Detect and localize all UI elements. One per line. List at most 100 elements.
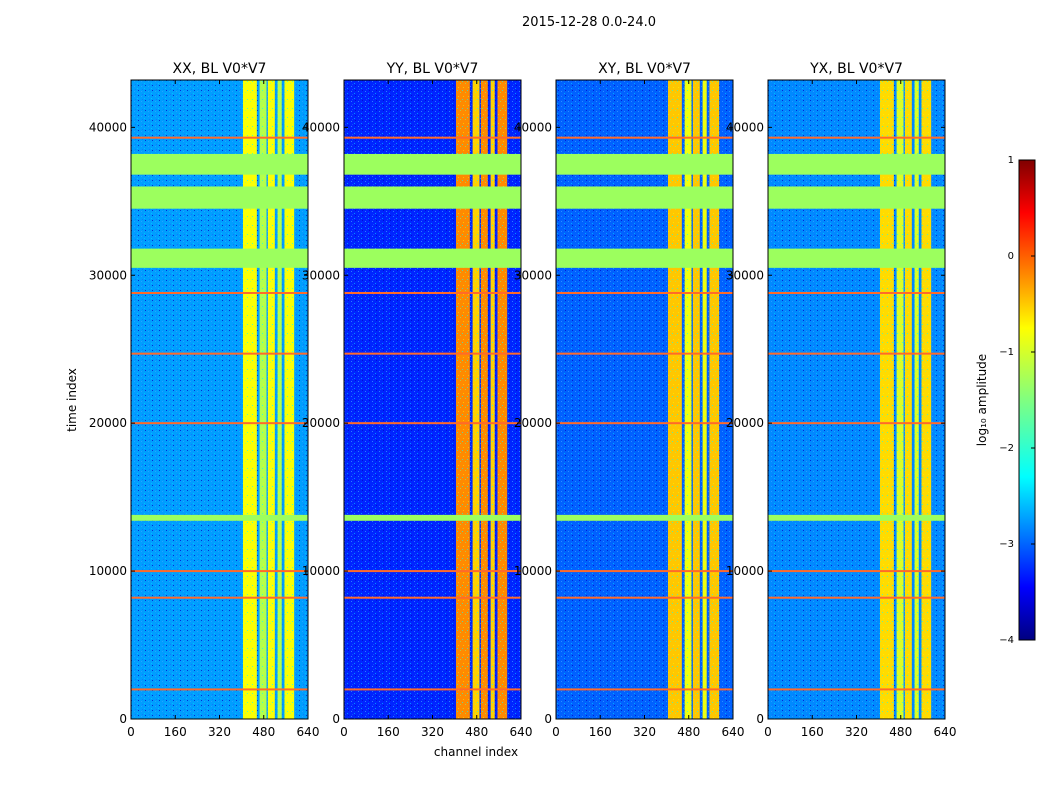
heatmap-panels: XX, BL V0*V7 0 160 320 480 640 0 10000 20000 3000… — [89, 61, 957, 739]
rfi-time-line — [556, 292, 733, 294]
y-tick-label: 30000 — [89, 268, 127, 282]
rfi-time-line — [768, 352, 945, 355]
rfi-time-line — [344, 136, 521, 139]
heatmap-image — [131, 80, 308, 719]
rfi-time-line — [344, 292, 521, 294]
x-tick-label: 0 — [340, 725, 348, 739]
rfi-time-line — [768, 596, 945, 599]
y-tick-label: 0 — [544, 712, 552, 726]
rfi-time-line — [556, 422, 733, 425]
y-tick-label: 10000 — [89, 564, 127, 578]
channel-band-texture — [904, 80, 912, 719]
rfi-time-line — [556, 688, 733, 691]
colorbar-tick-label: −2 — [999, 443, 1014, 454]
channel-band-texture — [277, 80, 282, 719]
flagged-time-range — [131, 514, 308, 521]
x-tick-label: 160 — [164, 725, 187, 739]
flagged-time-range — [768, 153, 945, 175]
channel-band-texture — [497, 80, 508, 719]
x-tick-label: 480 — [889, 725, 912, 739]
panel-title: XX, BL V0*V7 — [173, 61, 267, 77]
rfi-time-line — [131, 596, 308, 599]
x-tick-label: 640 — [722, 725, 745, 739]
panel-title: YY, BL V0*V7 — [386, 61, 479, 77]
rfi-time-line — [131, 688, 308, 691]
channel-band-texture — [456, 80, 470, 719]
rfi-time-line — [131, 292, 308, 294]
rfi-time-line — [556, 596, 733, 599]
y-tick-label: 30000 — [514, 268, 552, 282]
channel-band-texture — [684, 80, 692, 719]
x-tick-label: 320 — [845, 725, 868, 739]
flagged-time-range — [556, 248, 733, 268]
rfi-time-line — [556, 136, 733, 139]
y-tick-label: 0 — [332, 712, 340, 726]
flagged-time-range — [131, 186, 308, 209]
y-tick-label: 20000 — [302, 416, 340, 430]
y-tick-label: 0 — [119, 712, 127, 726]
flagged-time-range — [344, 514, 521, 521]
colorbar-tick-label: 1 — [1008, 155, 1014, 166]
rfi-time-line — [131, 570, 308, 573]
rfi-time-line — [344, 570, 521, 573]
flagged-time-range — [556, 186, 733, 209]
x-tick-label: 640 — [510, 725, 533, 739]
flagged-time-range — [768, 186, 945, 209]
heatmap-image — [344, 80, 521, 719]
channel-band-texture — [702, 80, 707, 719]
y-tick-label: 10000 — [302, 564, 340, 578]
x-tick-label: 0 — [552, 725, 560, 739]
channel-band-texture — [480, 80, 488, 719]
channel-band-texture — [692, 80, 700, 719]
x-tick-label: 480 — [252, 725, 275, 739]
colorbar-tick-label: 0 — [1008, 251, 1014, 262]
rfi-time-line — [556, 570, 733, 573]
x-tick-label: 320 — [208, 725, 231, 739]
flagged-time-range — [344, 186, 521, 209]
y-tick-label: 20000 — [514, 416, 552, 430]
x-tick-label: 640 — [934, 725, 957, 739]
channel-band-texture — [243, 80, 257, 719]
colorbar-label: log₁₀ amplitude — [975, 354, 989, 446]
heatmap-panel-xx: XX, BL V0*V7 0 160 320 480 640 0 10000 20000 3000… — [89, 61, 320, 739]
x-tick-label: 480 — [465, 725, 488, 739]
rfi-time-line — [344, 596, 521, 599]
y-tick-label: 10000 — [514, 564, 552, 578]
y-tick-label: 20000 — [89, 416, 127, 430]
x-tick-label: 0 — [764, 725, 772, 739]
heatmap-image — [556, 80, 733, 719]
figure-suptitle: 2015-12-28 0.0-24.0 — [522, 15, 656, 30]
x-tick-label: 640 — [297, 725, 320, 739]
panel-title: YX, BL V0*V7 — [809, 61, 903, 77]
flagged-time-range — [131, 153, 308, 175]
rfi-time-line — [131, 422, 308, 425]
x-tick-label: 0 — [127, 725, 135, 739]
colorbar: 1 0 −1 −2 −3 −4 log₁₀ amplitude — [975, 155, 1036, 646]
x-tick-label: 160 — [589, 725, 612, 739]
channel-band-texture — [267, 80, 275, 719]
heatmap-panel-yx: YX, BL V0*V7 0 160 320 480 640 0 10000 20000 3000… — [726, 61, 957, 739]
y-axis-label: time index — [65, 368, 79, 432]
flagged-time-range — [131, 248, 308, 268]
rfi-time-line — [344, 422, 521, 425]
y-tick-label: 40000 — [89, 120, 127, 134]
rfi-time-line — [768, 136, 945, 139]
flagged-time-range — [768, 514, 945, 521]
x-tick-label: 320 — [421, 725, 444, 739]
rfi-time-line — [131, 136, 308, 139]
y-tick-label: 40000 — [726, 120, 764, 134]
flagged-time-range — [344, 248, 521, 268]
channel-band-texture — [284, 80, 295, 719]
heatmap-panel-yy: YY, BL V0*V7 0 160 320 480 640 0 10000 20000 3000… — [302, 61, 533, 739]
channel-band-texture — [880, 80, 894, 719]
x-tick-label: 320 — [633, 725, 656, 739]
colorbar-tick-label: −1 — [999, 347, 1014, 358]
channel-band-texture — [914, 80, 919, 719]
panel-title: XY, BL V0*V7 — [598, 61, 691, 77]
rfi-time-line — [131, 352, 308, 355]
flagged-time-range — [344, 153, 521, 175]
y-tick-label: 20000 — [726, 416, 764, 430]
x-tick-label: 480 — [677, 725, 700, 739]
rfi-time-line — [768, 422, 945, 425]
channel-band-texture — [259, 80, 267, 719]
